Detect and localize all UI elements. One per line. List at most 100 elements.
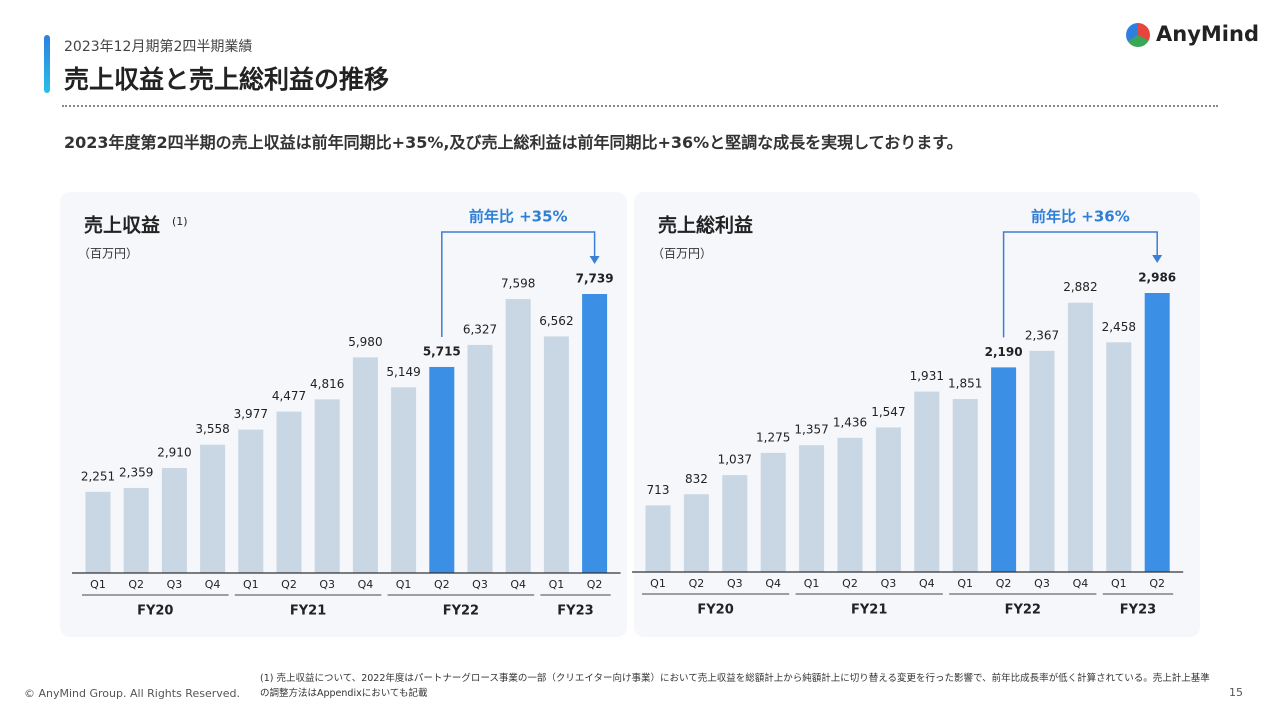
bar xyxy=(314,399,340,573)
x-tick-label: Q3 xyxy=(472,578,488,591)
x-tick-label: Q3 xyxy=(727,577,743,590)
bar xyxy=(914,391,940,572)
x-tick-label: Q1 xyxy=(1111,577,1127,590)
value-label: 2,986 xyxy=(1138,271,1176,285)
bar xyxy=(238,429,264,573)
group-label: FY23 xyxy=(1120,603,1156,618)
bar xyxy=(760,452,786,572)
bar xyxy=(722,475,748,572)
value-label: 7,598 xyxy=(501,277,535,291)
value-label: 1,931 xyxy=(910,369,944,383)
value-label: 5,715 xyxy=(423,344,461,358)
value-label: 832 xyxy=(685,472,708,486)
value-label: 2,367 xyxy=(1025,328,1059,342)
summary: 2023年度第2四半期の売上収益は前年同期比+35%,及び売上総利益は前年同期比… xyxy=(64,133,963,152)
value-label: 2,251 xyxy=(81,469,115,483)
copyright: © AnyMind Group. All Rights Reserved. xyxy=(24,687,241,700)
x-tick-label: Q2 xyxy=(1149,577,1165,590)
x-tick-label: Q1 xyxy=(396,578,412,591)
value-label: 2,458 xyxy=(1102,320,1136,334)
value-label: 1,275 xyxy=(756,430,790,444)
value-label: 6,562 xyxy=(539,314,573,328)
x-tick-label: Q4 xyxy=(919,577,935,590)
subtitle: 2023年12月期第2四半期業績 xyxy=(64,39,253,55)
group-label: FY20 xyxy=(137,604,173,619)
x-tick-label: Q2 xyxy=(689,577,705,590)
unit: （百万円） xyxy=(78,247,138,261)
bar xyxy=(799,445,825,572)
value-label: 2,359 xyxy=(119,465,153,479)
value-label: 5,149 xyxy=(386,365,420,379)
bar xyxy=(1067,302,1093,572)
value-label: 1,547 xyxy=(871,405,905,419)
chart-title: 売上収益 xyxy=(84,214,160,237)
x-tick-label: Q4 xyxy=(765,577,781,590)
bar xyxy=(683,494,709,572)
x-tick-label: Q2 xyxy=(842,577,858,590)
x-tick-label: Q1 xyxy=(957,577,973,590)
arrow-head xyxy=(1152,255,1163,263)
value-label: 6,327 xyxy=(463,322,497,336)
annotation: 前年比 +35% xyxy=(469,208,568,226)
bar xyxy=(161,468,187,573)
x-tick-label: Q2 xyxy=(128,578,144,591)
group-label: FY23 xyxy=(557,604,593,619)
value-label: 1,037 xyxy=(718,453,752,467)
x-tick-label: Q2 xyxy=(434,578,450,591)
value-label: 5,980 xyxy=(348,335,382,349)
logo-icon xyxy=(1126,23,1150,47)
page-number: 15 xyxy=(1229,686,1243,699)
value-label: 2,882 xyxy=(1063,280,1097,294)
accent-bar xyxy=(44,35,50,93)
bar xyxy=(837,437,863,572)
value-label: 1,357 xyxy=(794,423,828,437)
bar xyxy=(582,294,608,573)
footnote: (1) 売上収益について、2022年度はパートナーグロース事業の一部（クリエイタ… xyxy=(260,673,1210,699)
value-label: 4,477 xyxy=(272,389,306,403)
group-label: FY21 xyxy=(290,604,326,619)
bar xyxy=(200,444,226,573)
page-title: 売上収益と売上総利益の推移 xyxy=(64,65,390,94)
bar xyxy=(1029,350,1055,572)
arrow-head xyxy=(589,256,600,264)
group-label: FY22 xyxy=(443,604,479,619)
bar xyxy=(1106,342,1132,572)
group-label: FY20 xyxy=(697,603,733,618)
bar xyxy=(543,336,569,573)
bar xyxy=(505,299,531,573)
bar xyxy=(429,366,455,573)
bar xyxy=(352,357,378,573)
value-label: 2,910 xyxy=(157,446,191,460)
annotation: 前年比 +36% xyxy=(1031,208,1130,226)
group-label: FY22 xyxy=(1005,603,1041,618)
bar xyxy=(391,387,417,573)
bar xyxy=(1144,293,1170,572)
group-label: FY21 xyxy=(851,603,887,618)
panel xyxy=(60,192,627,637)
value-label: 2,190 xyxy=(985,345,1023,359)
bar xyxy=(991,367,1017,572)
value-label: 713 xyxy=(647,483,670,497)
bar xyxy=(875,427,901,572)
x-tick-label: Q1 xyxy=(804,577,820,590)
annotation-bracket xyxy=(441,231,596,337)
x-tick-label: Q1 xyxy=(549,578,565,591)
x-tick-label: Q4 xyxy=(510,578,526,591)
x-tick-label: Q4 xyxy=(205,578,221,591)
value-label: 4,816 xyxy=(310,377,344,391)
x-tick-label: Q4 xyxy=(1073,577,1089,590)
x-tick-label: Q1 xyxy=(90,578,106,591)
x-tick-label: Q2 xyxy=(587,578,603,591)
x-tick-label: Q1 xyxy=(650,577,666,590)
x-tick-label: Q2 xyxy=(996,577,1012,590)
logo: AnyMind xyxy=(1156,22,1259,46)
bar xyxy=(645,505,671,572)
x-tick-label: Q3 xyxy=(167,578,183,591)
annotation-bracket xyxy=(1002,231,1158,338)
bar xyxy=(123,487,149,573)
x-tick-label: Q3 xyxy=(319,578,335,591)
x-tick-label: Q1 xyxy=(243,578,259,591)
bar xyxy=(952,399,978,572)
